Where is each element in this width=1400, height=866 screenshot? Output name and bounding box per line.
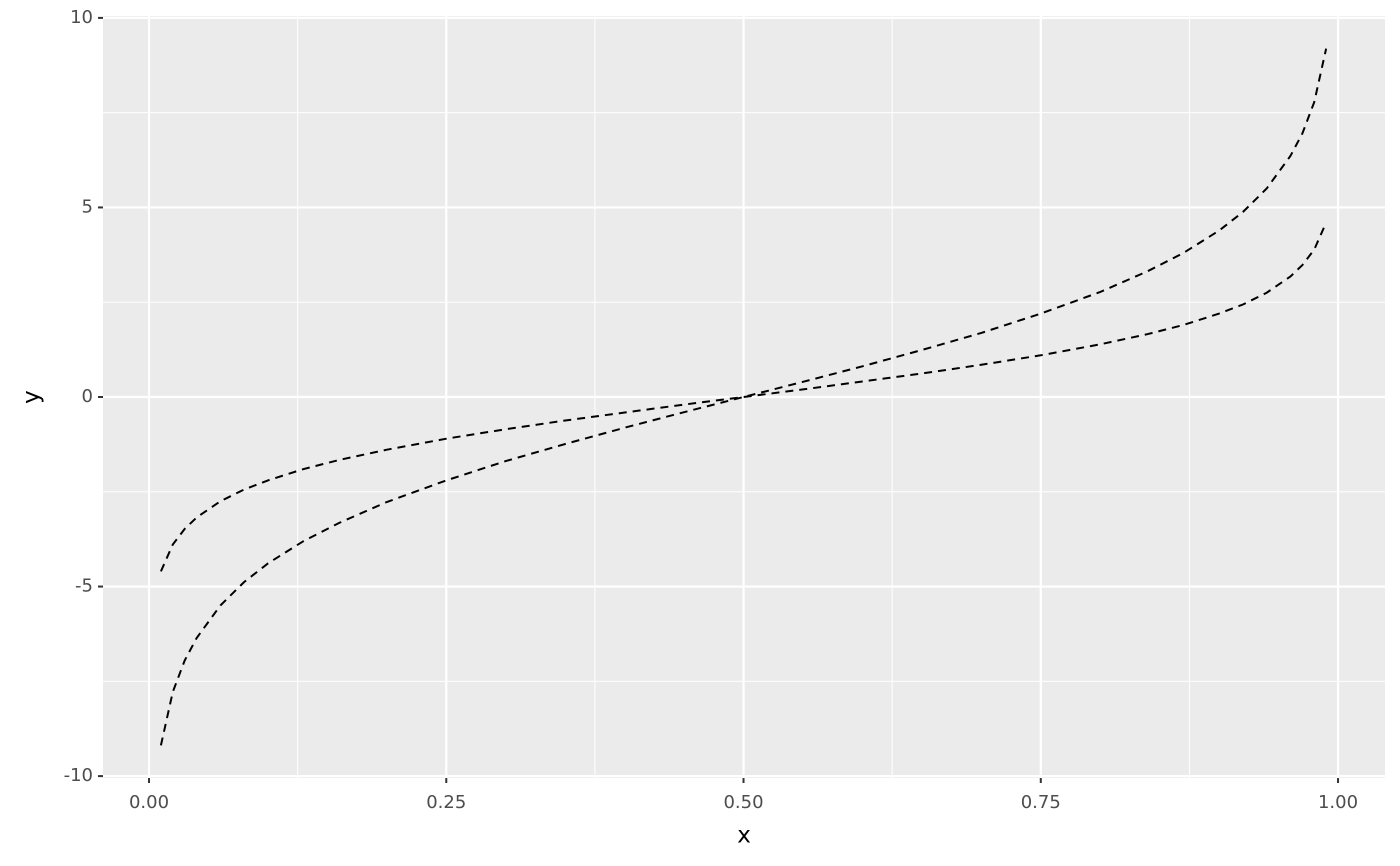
x-tick-label: 1.00 bbox=[1318, 792, 1358, 813]
y-tick-label: -5 bbox=[75, 576, 93, 597]
y-tick-label: -10 bbox=[64, 765, 93, 786]
x-tick-label: 0.75 bbox=[1021, 792, 1061, 813]
y-tick-label: 0 bbox=[82, 386, 93, 407]
data-line bbox=[159, 222, 1328, 572]
x-tick-label: 0.00 bbox=[129, 792, 169, 813]
y-axis-title: y bbox=[19, 390, 45, 404]
x-tick-label: 0.25 bbox=[426, 792, 466, 813]
data-line bbox=[159, 48, 1328, 746]
y-tick-label: 5 bbox=[82, 196, 93, 217]
x-tick-label: 0.50 bbox=[723, 792, 763, 813]
y-tick-label: 10 bbox=[70, 7, 93, 28]
x-axis-title: x bbox=[737, 823, 751, 849]
